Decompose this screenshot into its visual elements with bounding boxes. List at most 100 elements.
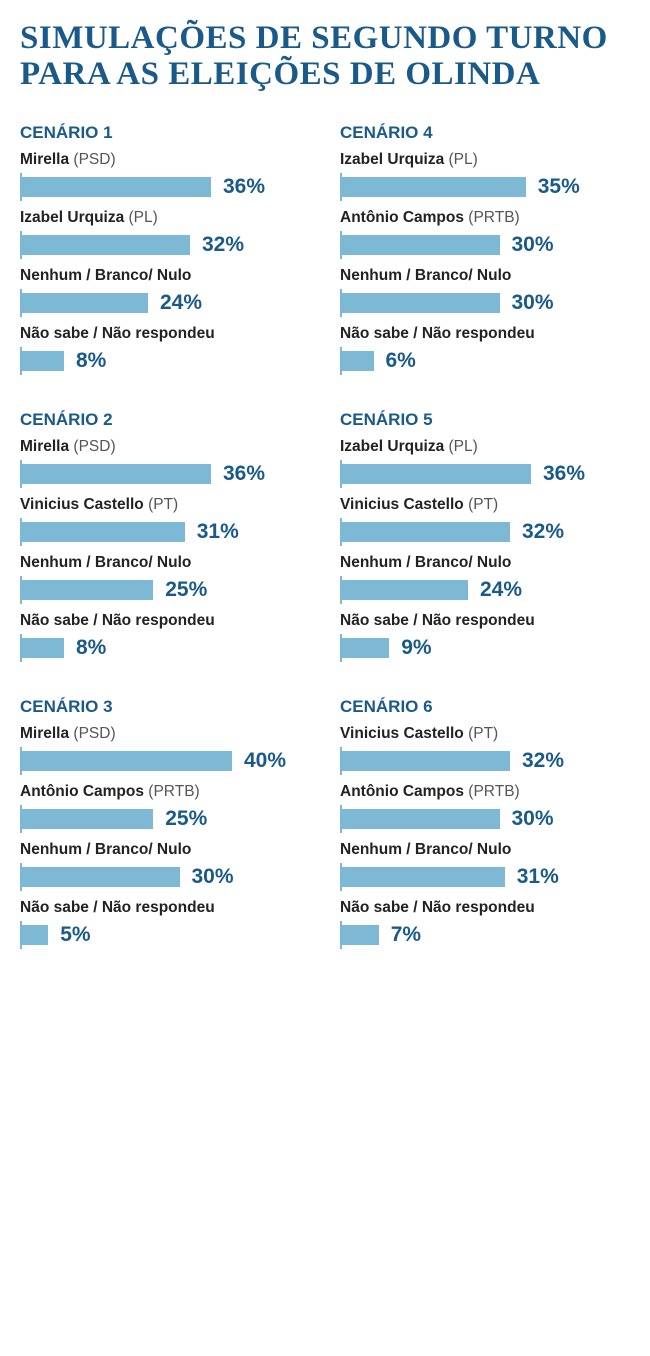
row-label: Vinicius Castello (PT) [340, 496, 630, 514]
bar-fill [342, 580, 468, 600]
scenario-title: CENÁRIO 6 [340, 697, 630, 717]
bar-fill [22, 464, 211, 484]
scenario: CENÁRIO 1Mirella (PSD)36%Izabel Urquiza … [20, 123, 310, 375]
bar-line: 8% [20, 347, 310, 375]
bar-line: 36% [340, 460, 630, 488]
bar-fill [22, 867, 180, 887]
bar-line: 31% [340, 863, 630, 891]
scenario: CENÁRIO 3Mirella (PSD)40%Antônio Campos … [20, 697, 310, 949]
bar-line: 32% [20, 231, 310, 259]
party-label: (PSD) [69, 438, 116, 455]
bar-track [342, 925, 552, 945]
party-label: (PL) [124, 209, 158, 226]
candidate-name: Nenhum / Branco/ Nulo [20, 267, 191, 284]
bar-track [22, 293, 232, 313]
bar-fill [22, 638, 64, 658]
bar-fill [342, 293, 500, 313]
candidate-name: Não sabe / Não respondeu [20, 899, 215, 916]
bar-fill [22, 809, 153, 829]
candidate-name: Não sabe / Não respondeu [340, 612, 535, 629]
bar-track [342, 177, 552, 197]
row-label: Mirella (PSD) [20, 725, 310, 743]
bar-fill [342, 925, 379, 945]
columns-wrapper: CENÁRIO 1Mirella (PSD)36%Izabel Urquiza … [20, 123, 630, 984]
bar-line: 32% [340, 747, 630, 775]
bar-row: Não sabe / Não respondeu 9% [340, 612, 630, 662]
bar-row: Mirella (PSD)36% [20, 151, 310, 201]
candidate-name: Nenhum / Branco/ Nulo [20, 554, 191, 571]
candidate-name: Nenhum / Branco/ Nulo [340, 554, 511, 571]
row-label: Mirella (PSD) [20, 438, 310, 456]
scenario: CENÁRIO 6Vinicius Castello (PT)32%Antôni… [340, 697, 630, 949]
bar-line: 8% [20, 634, 310, 662]
bar-track [22, 580, 232, 600]
row-label: Não sabe / Não respondeu [20, 612, 310, 630]
row-label: Não sabe / Não respondeu [340, 899, 630, 917]
party-label: (PT) [464, 496, 498, 513]
bar-track [342, 464, 552, 484]
bar-row: Nenhum / Branco/ Nulo31% [340, 841, 630, 891]
bar-line: 25% [20, 805, 310, 833]
party-label: (PT) [464, 725, 498, 742]
bar-track [342, 293, 552, 313]
bar-row: Izabel Urquiza (PL) 32% [20, 209, 310, 259]
bar-line: 9% [340, 634, 630, 662]
bar-line: 30% [340, 231, 630, 259]
candidate-name: Não sabe / Não respondeu [340, 899, 535, 916]
bar-line: 30% [340, 805, 630, 833]
row-label: Mirella (PSD) [20, 151, 310, 169]
bar-track [22, 751, 232, 771]
bar-row: Mirella (PSD)36% [20, 438, 310, 488]
candidate-name: Vinicius Castello [20, 496, 144, 513]
bar-fill [22, 751, 232, 771]
bar-track [22, 235, 232, 255]
candidate-name: Vinicius Castello [340, 496, 464, 513]
row-label: Não sabe / Não respondeu [340, 612, 630, 630]
bar-row: Izabel Urquiza (PL)35% [340, 151, 630, 201]
bar-track [342, 351, 552, 371]
bar-line: 40% [20, 747, 310, 775]
bar-fill [22, 351, 64, 371]
bar-track [342, 867, 552, 887]
row-label: Antônio Campos (PRTB) [20, 783, 310, 801]
party-label: (PT) [144, 496, 178, 513]
party-label: (PSD) [69, 151, 116, 168]
bar-fill [342, 177, 526, 197]
row-label: Nenhum / Branco/ Nulo [20, 267, 310, 285]
bar-track [22, 464, 232, 484]
bar-line: 31% [20, 518, 310, 546]
bar-fill [342, 809, 500, 829]
bar-row: Antônio Campos (PRTB) 25% [20, 783, 310, 833]
candidate-name: Izabel Urquiza [340, 151, 444, 168]
bar-row: Mirella (PSD) 40% [20, 725, 310, 775]
bar-fill [342, 235, 500, 255]
scenario: CENÁRIO 2 Mirella (PSD)36% Vinicius Castel… [20, 410, 310, 662]
bar-row: Antônio Campos (PRTB)30% [340, 209, 630, 259]
party-label: (PRTB) [464, 783, 520, 800]
bar-fill [342, 464, 531, 484]
bar-row: Não sabe / Não respondeu8% [20, 325, 310, 375]
party-label: (PSD) [69, 725, 116, 742]
bar-line: 30% [340, 289, 630, 317]
candidate-name: Antônio Campos [340, 209, 464, 226]
bar-track [342, 580, 552, 600]
candidate-name: Mirella [20, 725, 69, 742]
bar-line: 25% [20, 576, 310, 604]
bar-row: Não sabe / Não respondeu5% [20, 899, 310, 949]
row-label: Antônio Campos (PRTB) [340, 783, 630, 801]
main-title: SIMULAÇÕES DE SEGUNDO TURNO PARA AS ELEI… [20, 20, 630, 93]
bar-row: Não sabe / Não respondeu7% [340, 899, 630, 949]
bar-fill [22, 177, 211, 197]
candidate-name: Nenhum / Branco/ Nulo [20, 841, 191, 858]
bar-track [342, 751, 552, 771]
scenario-title: CENÁRIO 2 [20, 410, 310, 430]
bar-row: Nenhum / Branco/ Nulo24% [20, 267, 310, 317]
bar-track [342, 522, 552, 542]
bar-fill [22, 580, 153, 600]
bar-track [342, 809, 552, 829]
row-label: Vinicius Castello (PT) [20, 496, 310, 514]
right-column: CENÁRIO 4Izabel Urquiza (PL)35%Antônio C… [340, 123, 630, 984]
bar-fill [22, 925, 48, 945]
row-label: Izabel Urquiza (PL) [20, 209, 310, 227]
candidate-name: Mirella [20, 438, 69, 455]
